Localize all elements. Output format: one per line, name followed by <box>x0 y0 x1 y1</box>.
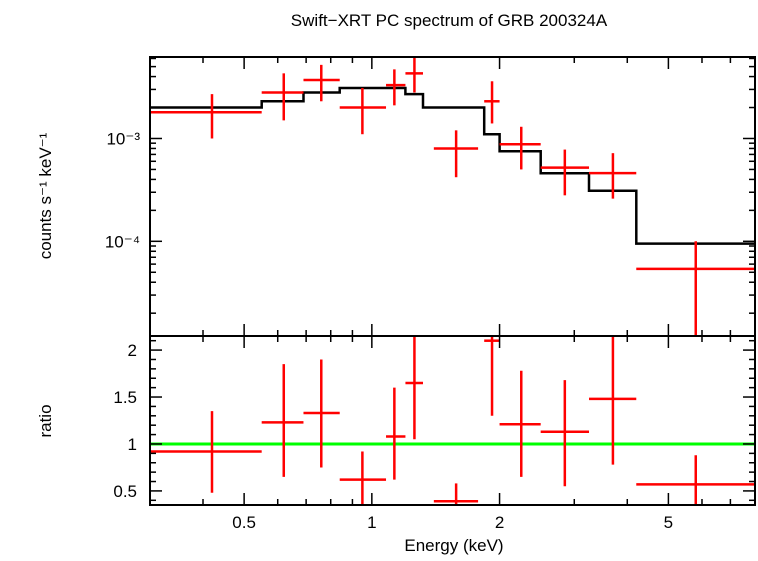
axis-ticks: 0.5 1 2 5 10⁻³ 10⁻⁴ 0.5 1 1.5 2 <box>105 57 755 532</box>
y-axis-label-spectrum: counts s⁻¹ keV⁻¹ <box>36 132 55 259</box>
ratio-data-point-7 <box>433 483 479 505</box>
x-tick-label-5: 5 <box>664 513 673 532</box>
ratio-ytick-label-3: 1.5 <box>113 388 137 407</box>
ratio-data-point-1 <box>150 411 262 493</box>
spectrum-data-point-11 <box>589 153 637 199</box>
ratio-ytick-label-2: 1 <box>128 435 137 454</box>
ratio-frame <box>149 335 756 506</box>
spectrum-data-point-3 <box>303 64 340 102</box>
spectrum-data-point-9 <box>499 126 541 170</box>
spectrum-data-point-12 <box>636 241 755 336</box>
ratio-data-point-9 <box>499 370 541 477</box>
spectrum-data-point-7 <box>433 130 479 178</box>
spectrum-ytick-label-2: 10⁻⁴ <box>105 232 140 251</box>
axis-labels: Swift−XRT PC spectrum of GRB 200324A Ene… <box>36 11 608 555</box>
spectrum-data-point-6 <box>405 57 423 93</box>
ratio-data-point-10 <box>540 380 590 487</box>
ratio-data-point-6 <box>405 336 423 440</box>
ratio-ytick-label-4: 2 <box>128 341 137 360</box>
ratio-data-point-3 <box>303 359 340 468</box>
ratio-data-point-2 <box>261 364 304 477</box>
spectrum-plot-area <box>150 57 755 336</box>
x-tick-label-1: 1 <box>367 513 376 532</box>
model-step-line <box>150 86 755 245</box>
spectrum-data-point-8 <box>484 81 500 124</box>
spectrum-ytick-label-1: 10⁻³ <box>106 129 140 148</box>
ratio-plot-area <box>150 336 755 505</box>
spectrum-data-point-10 <box>540 149 590 196</box>
x-tick-label-2: 2 <box>495 513 504 532</box>
ratio-ytick-label-1: 0.5 <box>113 482 137 501</box>
x-axis-label: Energy (keV) <box>404 536 503 555</box>
y-axis-label-ratio: ratio <box>36 404 55 437</box>
ratio-data-point-12 <box>636 455 755 505</box>
spectrum-data-point-5 <box>386 69 406 106</box>
x-tick-label-0.5: 0.5 <box>232 513 256 532</box>
ratio-data-point-5 <box>386 387 406 480</box>
spectrum-data-point-4 <box>339 87 387 135</box>
plot-frames <box>149 56 756 506</box>
ratio-data-point-11 <box>589 336 637 465</box>
spectrum-data-point-1 <box>150 94 262 139</box>
ratio-data-point-8 <box>484 336 500 416</box>
spectrum-data-point-2 <box>261 73 304 121</box>
chart-title: Swift−XRT PC spectrum of GRB 200324A <box>291 11 608 30</box>
ratio-data-point-4 <box>339 451 387 505</box>
spectrum-frame <box>149 56 756 337</box>
